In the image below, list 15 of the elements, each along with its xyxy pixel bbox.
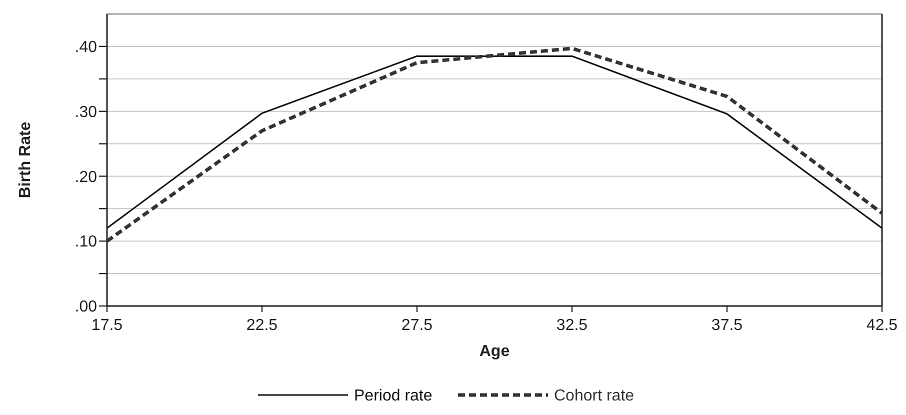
y-tick-label: .40	[74, 39, 98, 56]
y-tick-label: .00	[74, 298, 98, 316]
x-tick-label: 42.5	[866, 317, 898, 334]
text: Cohort rate	[554, 388, 634, 405]
x-tick-label: 37.5	[711, 317, 743, 334]
y-tick-label: .30	[74, 104, 98, 121]
y-axis-title: Birth Rate	[17, 122, 34, 198]
x-tick-label: 32.5	[556, 317, 588, 334]
x-tick-label: 27.5	[401, 317, 433, 334]
y-tick-label: .10	[74, 234, 98, 251]
x-tick-label: 17.5	[91, 317, 123, 334]
x-tick-label: 22.5	[246, 317, 278, 334]
text: Period rate	[354, 388, 432, 405]
y-tick-label: .20	[74, 168, 98, 186]
x-axis-title: Age	[479, 343, 510, 360]
